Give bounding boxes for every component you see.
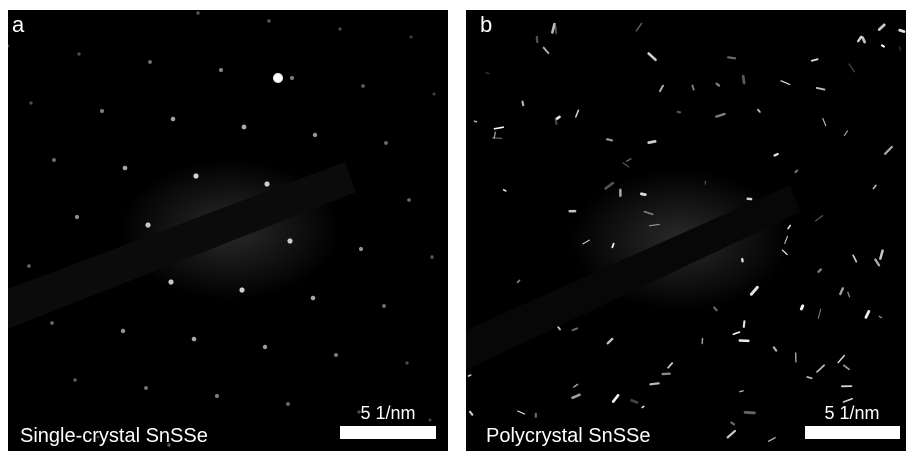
- spot: [429, 419, 432, 422]
- streak: [486, 73, 489, 74]
- streak: [493, 138, 502, 139]
- spot: [433, 93, 436, 96]
- spot: [264, 181, 269, 186]
- spot: [286, 402, 290, 406]
- streak: [807, 377, 811, 378]
- streak: [650, 383, 658, 384]
- panel-a: a Single-crystal SnSSe 5 1/nm: [0, 10, 448, 451]
- streak: [522, 102, 523, 106]
- streak: [556, 27, 557, 33]
- spot: [50, 321, 54, 325]
- spot: [52, 158, 56, 162]
- spot: [215, 394, 219, 398]
- spot: [196, 11, 199, 14]
- spot: [407, 198, 411, 202]
- spot: [410, 36, 413, 39]
- scale-bar-label: 5 1/nm: [360, 403, 415, 423]
- caption: Single-crystal SnSSe: [20, 425, 208, 447]
- spot: [29, 101, 32, 104]
- streak: [740, 391, 743, 392]
- spot: [168, 279, 173, 284]
- streak: [556, 119, 557, 124]
- streak: [796, 171, 798, 173]
- spot: [338, 27, 341, 30]
- spot: [384, 141, 388, 145]
- panel-label: a: [12, 12, 25, 37]
- caption: Polycrystal SnSSe: [486, 425, 651, 447]
- spot: [273, 73, 283, 83]
- spot: [123, 166, 128, 171]
- spot: [287, 238, 292, 243]
- spot: [100, 109, 104, 113]
- spot: [290, 76, 294, 80]
- streak: [731, 423, 734, 425]
- streak: [641, 194, 645, 195]
- spot: [193, 173, 198, 178]
- spot: [382, 304, 386, 308]
- spot: [77, 52, 80, 55]
- streak: [743, 76, 744, 83]
- streak: [649, 141, 655, 142]
- streak: [717, 84, 719, 86]
- spot: [361, 84, 365, 88]
- streak: [745, 412, 754, 413]
- spot: [334, 353, 338, 357]
- spot: [219, 68, 223, 72]
- spot: [311, 296, 316, 301]
- spot: [430, 255, 433, 258]
- panel-label: b: [480, 12, 492, 37]
- spot: [121, 329, 125, 333]
- figure: a Single-crystal SnSSe 5 1/nm b Polycrys…: [0, 0, 912, 451]
- streak: [863, 38, 865, 42]
- scale-bar-label: 5 1/nm: [824, 403, 879, 423]
- spot: [359, 247, 363, 251]
- streak: [557, 117, 559, 119]
- spot: [27, 264, 31, 268]
- spot: [267, 19, 270, 22]
- streak: [692, 86, 693, 90]
- spot: [171, 117, 176, 122]
- streak: [900, 30, 904, 31]
- scale-bar: [805, 426, 900, 439]
- spot: [405, 361, 408, 364]
- streak: [469, 375, 471, 376]
- streak: [775, 154, 778, 155]
- streak: [612, 244, 613, 248]
- panel-b: b Polycrystal SnSSe 5 1/nm: [466, 10, 906, 451]
- streak: [882, 45, 884, 46]
- spot: [239, 287, 244, 292]
- streak: [801, 306, 802, 309]
- streak: [819, 270, 821, 272]
- spot: [144, 386, 148, 390]
- spot: [192, 337, 197, 342]
- scale-bar: [340, 426, 436, 439]
- spot: [263, 345, 267, 349]
- spot: [313, 133, 317, 137]
- streak: [607, 139, 612, 140]
- spot: [7, 45, 10, 48]
- spot: [73, 378, 76, 381]
- spot: [75, 215, 79, 219]
- spot: [242, 125, 247, 130]
- spot: [148, 60, 152, 64]
- streak: [744, 321, 745, 327]
- streak: [728, 57, 735, 58]
- spot: [145, 222, 150, 227]
